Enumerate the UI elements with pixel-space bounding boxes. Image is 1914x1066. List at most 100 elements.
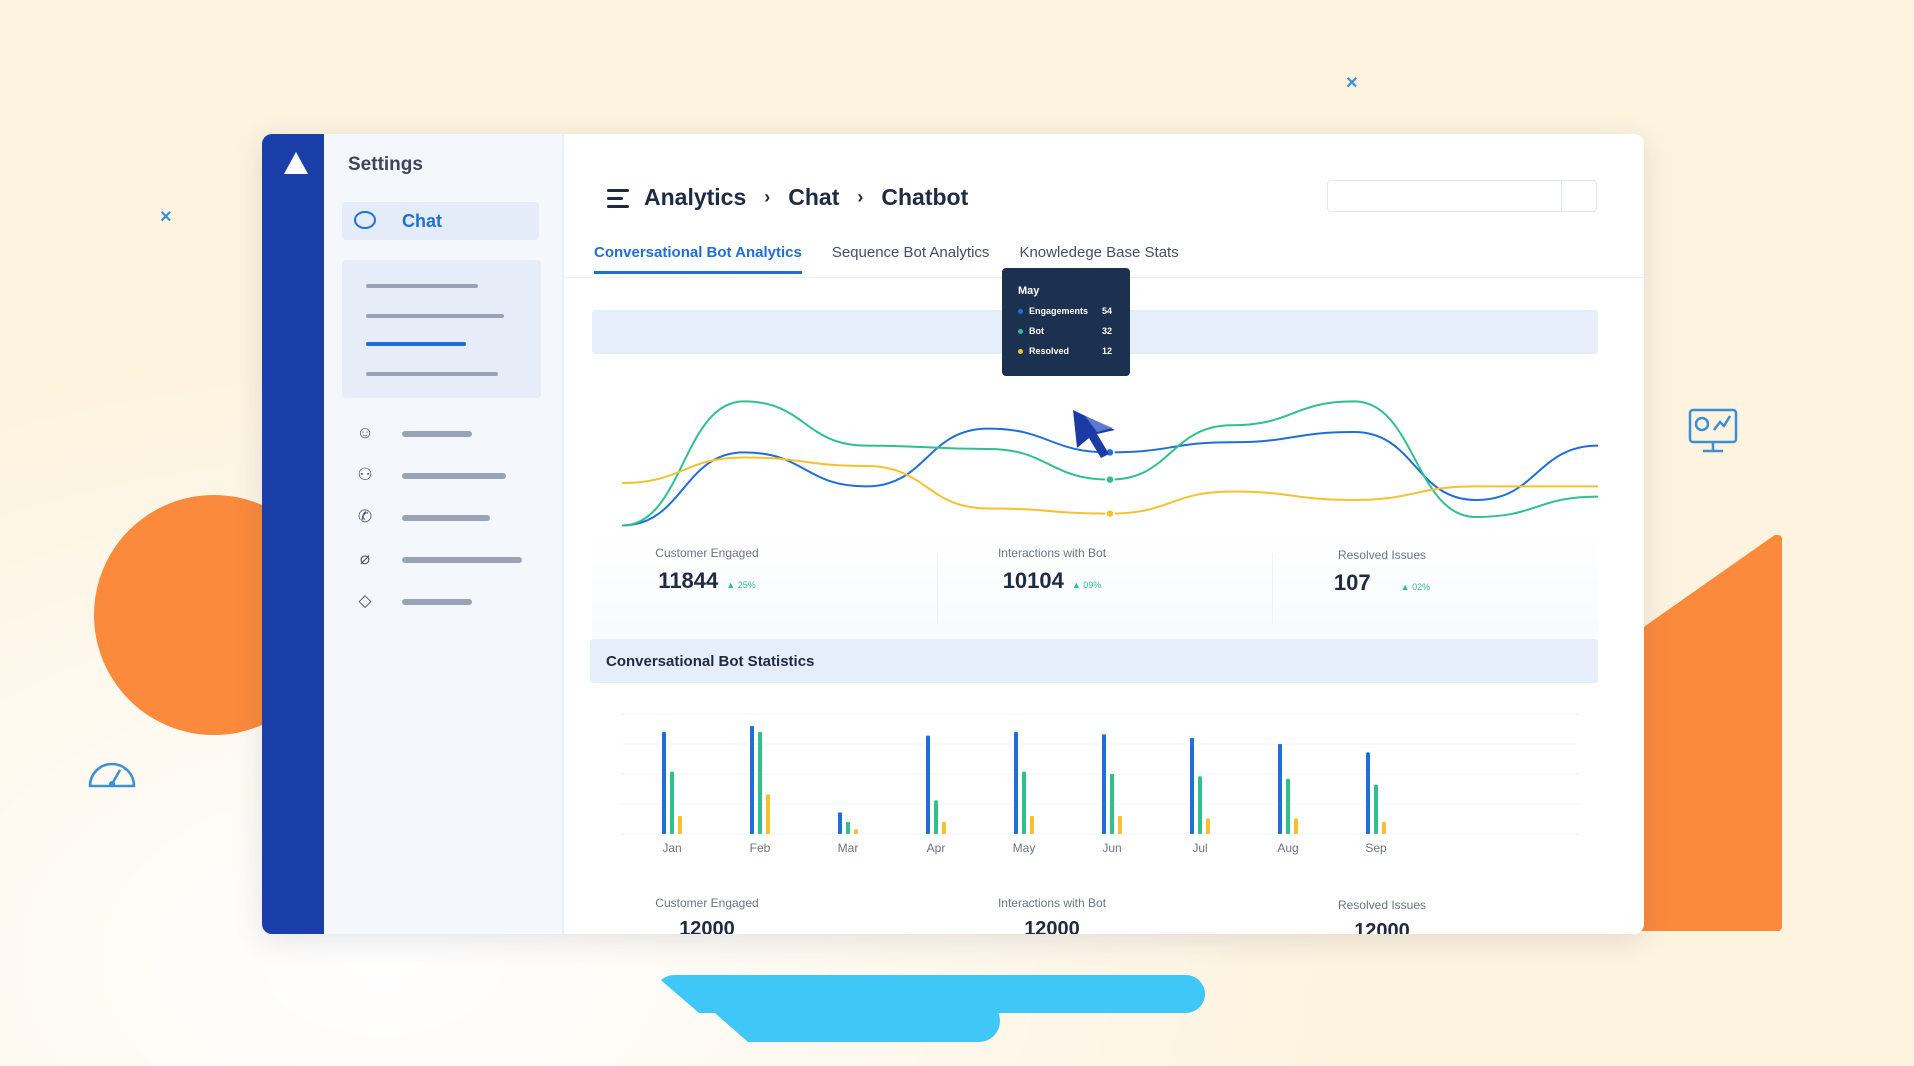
app-window: Settings Chat ☺ ⚇ ✆ ⌀ ◇ Analytics › Chat… <box>262 134 1644 934</box>
tooltip-label: Resolved <box>1029 346 1070 356</box>
stat-change-value: 09% <box>1083 580 1102 590</box>
tooltip-value: 12 <box>1101 346 1112 356</box>
stat-divider <box>1272 554 1273 624</box>
stat-label: Interactions with Bot <box>997 546 1107 560</box>
submenu-item[interactable] <box>366 372 498 376</box>
sidebar-item-gem[interactable]: ◇ <box>354 590 554 614</box>
bar-may-engagements[interactable] <box>1014 732 1018 834</box>
app-logo[interactable] <box>284 152 308 174</box>
speedometer-icon <box>88 762 136 788</box>
bar-jul-resolved[interactable] <box>1206 818 1210 834</box>
bar-sep-resolved[interactable] <box>1382 822 1386 834</box>
breadcrumb-chat[interactable]: Chat <box>788 184 840 210</box>
sidebar-item-chat[interactable]: Chat <box>342 202 539 240</box>
bar-apr-engagements[interactable] <box>926 735 930 834</box>
x-tick-label: Mar <box>838 841 859 855</box>
decor-blue-stroke-2 <box>700 1000 1000 1042</box>
sidebar-item-label <box>402 431 472 437</box>
line-series-resolved <box>621 456 1598 515</box>
chart-tooltip: May Engagements 54 Bot 32 Resolved 12 <box>1002 268 1130 376</box>
smiley-icon: ☺ <box>356 423 374 442</box>
data-point-may-resolved[interactable] <box>1105 508 1115 519</box>
statistics-panel-header <box>590 639 1598 683</box>
bar-mar-engagements[interactable] <box>838 812 842 834</box>
search-input[interactable] <box>1327 180 1597 212</box>
bar-jul-engagements[interactable] <box>1190 738 1194 834</box>
engagement-line-chart <box>621 400 1598 527</box>
phone-icon: ✆ <box>357 507 373 526</box>
sparkle-icon: × <box>1346 72 1358 94</box>
stat-value: 107 <box>1333 570 1371 595</box>
stat-interactions-with-bot-2: Interactions with Bot 12000 <box>972 896 1132 934</box>
bar-aug-resolved[interactable] <box>1294 818 1298 834</box>
bar-jan-resolved[interactable] <box>678 816 682 834</box>
sidebar-item-users[interactable]: ⚇ <box>354 464 554 488</box>
bar-jun-bot[interactable] <box>1110 774 1114 834</box>
bar-sep-bot[interactable] <box>1374 784 1378 834</box>
breadcrumb-analytics[interactable]: Analytics <box>644 184 747 210</box>
x-tick-label: May <box>1013 841 1036 855</box>
tab-knowledge-base-stats[interactable]: Knowledege Base Stats <box>1019 244 1179 261</box>
bar-sep-engagements[interactable] <box>1366 752 1370 834</box>
tooltip-row-resolved: Resolved 12 <box>1018 346 1122 356</box>
stat-interactions-with-bot: Interactions with Bot 10104 ▲ 09% <box>972 546 1132 594</box>
sidebar-item-emoji[interactable]: ☺ <box>354 422 554 446</box>
sparkle-icon: × <box>160 206 172 228</box>
submenu-item[interactable] <box>366 314 504 318</box>
x-tick-label: Sep <box>1365 841 1387 855</box>
tooltip-row-bot: Bot 32 <box>1018 326 1122 336</box>
stat-change-value: 25% <box>737 580 756 590</box>
statistics-bar-chart: Jan Feb Mar Apr May Jun Jul Aug Sep <box>622 713 1578 855</box>
bar-feb-engagements[interactable] <box>750 726 754 834</box>
legend-dot <box>1018 309 1023 315</box>
x-tick-label: Aug <box>1277 841 1298 855</box>
stat-customer-engaged-2: Customer Engaged 12000 <box>632 896 782 934</box>
tooltip-label: Bot <box>1029 326 1044 336</box>
chevron-right-icon: › <box>764 187 771 207</box>
stat-value: 12000 <box>679 918 735 934</box>
legend-dot <box>1018 349 1023 355</box>
bar-may-resolved[interactable] <box>1030 816 1034 834</box>
stat-resolved-issues: Resolved Issues 107 ▲ 02% <box>1302 548 1462 596</box>
bar-jun-resolved[interactable] <box>1118 816 1122 834</box>
stat-label: Interactions with Bot <box>997 896 1107 910</box>
stat-resolved-issues-2: Resolved Issues 12000 <box>1302 898 1462 934</box>
menu-icon[interactable] <box>607 189 629 213</box>
stat-value: 10104 <box>1002 568 1064 593</box>
page-header: Analytics › Chat › Chatbot <box>562 134 1644 229</box>
bar-mar-resolved[interactable] <box>854 829 858 834</box>
chat-bubble-icon <box>354 211 376 229</box>
sidebar-item-attachments[interactable]: ⌀ <box>354 548 554 572</box>
bar-feb-resolved[interactable] <box>766 794 770 834</box>
sidebar-item-phone[interactable]: ✆ <box>354 506 554 530</box>
bar-aug-bot[interactable] <box>1286 778 1290 834</box>
paperclip-icon: ⌀ <box>359 549 371 568</box>
search-button[interactable] <box>1561 181 1596 211</box>
x-tick-label: Jan <box>662 841 681 855</box>
bar-may-bot[interactable] <box>1022 771 1026 834</box>
bar-apr-resolved[interactable] <box>942 822 946 834</box>
bar-apr-bot[interactable] <box>934 800 938 834</box>
stat-change: ▲ 25% <box>726 580 756 590</box>
bar-jan-engagements[interactable] <box>662 732 666 834</box>
legend-dot <box>1018 329 1023 335</box>
x-tick-label: Apr <box>927 841 946 855</box>
bar-jan-bot[interactable] <box>670 771 674 834</box>
tooltip-value: 54 <box>1101 306 1112 316</box>
tooltip-value: 32 <box>1101 326 1112 336</box>
bar-feb-bot[interactable] <box>758 732 762 834</box>
tab-conversational-bot-analytics[interactable]: Conversational Bot Analytics <box>594 244 802 274</box>
users-icon: ⚇ <box>357 465 373 484</box>
submenu-item-active[interactable] <box>366 342 466 346</box>
data-point-may-bot[interactable] <box>1105 474 1115 485</box>
bar-mar-bot[interactable] <box>846 822 850 834</box>
bar-jun-engagements[interactable] <box>1102 734 1106 834</box>
bar-jul-bot[interactable] <box>1198 776 1202 834</box>
tab-sequence-bot-analytics[interactable]: Sequence Bot Analytics <box>831 244 990 261</box>
bar-aug-engagements[interactable] <box>1278 744 1282 834</box>
tooltip-label: Engagements <box>1029 306 1089 316</box>
tab-bar: Conversational Bot Analytics Sequence Bo… <box>594 244 1209 274</box>
monitor-chart-icon <box>1688 408 1738 453</box>
submenu-item[interactable] <box>366 284 478 288</box>
stat-label: Resolved Issues <box>1337 548 1427 562</box>
